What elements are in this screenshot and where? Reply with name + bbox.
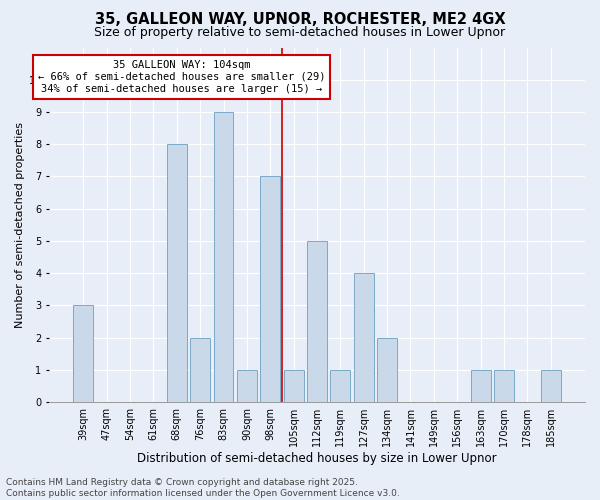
Bar [214, 112, 233, 402]
Text: Size of property relative to semi-detached houses in Lower Upnor: Size of property relative to semi-detach… [94, 26, 506, 39]
Bar [494, 370, 514, 402]
Text: 35 GALLEON WAY: 104sqm
← 66% of semi-detached houses are smaller (29)
34% of sem: 35 GALLEON WAY: 104sqm ← 66% of semi-det… [38, 60, 325, 94]
Bar [354, 273, 374, 402]
Text: 35, GALLEON WAY, UPNOR, ROCHESTER, ME2 4GX: 35, GALLEON WAY, UPNOR, ROCHESTER, ME2 4… [95, 12, 505, 28]
Text: Contains HM Land Registry data © Crown copyright and database right 2025.
Contai: Contains HM Land Registry data © Crown c… [6, 478, 400, 498]
Bar [284, 370, 304, 402]
Y-axis label: Number of semi-detached properties: Number of semi-detached properties [15, 122, 25, 328]
Bar [470, 370, 491, 402]
Bar [260, 176, 280, 402]
Bar [167, 144, 187, 402]
Bar [331, 370, 350, 402]
Bar [307, 241, 327, 402]
Bar [377, 338, 397, 402]
Bar [73, 306, 93, 402]
Bar [237, 370, 257, 402]
Bar [190, 338, 210, 402]
Bar [541, 370, 560, 402]
X-axis label: Distribution of semi-detached houses by size in Lower Upnor: Distribution of semi-detached houses by … [137, 452, 497, 465]
